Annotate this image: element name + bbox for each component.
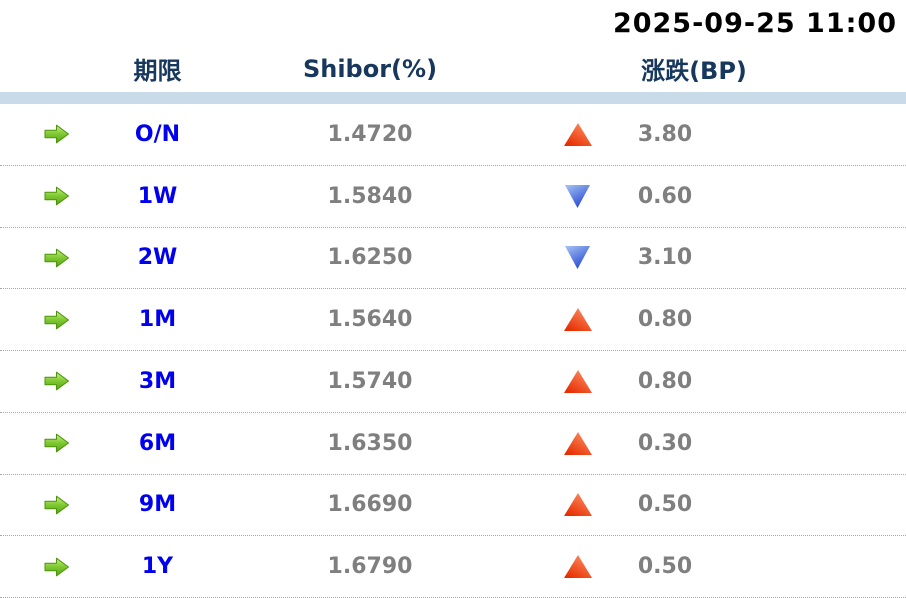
direction-cell	[525, 430, 630, 457]
term-link[interactable]: 2W	[137, 245, 178, 271]
table-body: O/N 1.4720 3.80 1W 1.5840	[0, 104, 906, 598]
col-header-shibor: Shibor(%)	[302, 54, 438, 83]
change-value: 0.80	[637, 307, 693, 333]
shibor-value: 1.6690	[327, 492, 413, 518]
term-cell: 1W	[100, 184, 215, 209]
table-row: 1Y 1.6790 0.50	[0, 536, 906, 598]
term-link[interactable]: 1W	[137, 183, 178, 209]
green-right-arrow-icon	[44, 372, 69, 391]
row-bullet-cell	[0, 431, 100, 455]
direction-cell	[525, 244, 630, 271]
table-row: O/N 1.4720 3.80	[0, 104, 906, 166]
term-link[interactable]: 3M	[138, 368, 177, 394]
direction-cell	[525, 121, 630, 148]
blue-down-triangle-icon	[565, 184, 590, 208]
row-bullet-cell	[0, 184, 100, 208]
change-value: 0.80	[637, 368, 693, 394]
shibor-value: 1.6790	[327, 554, 413, 580]
change-value: 0.50	[637, 554, 693, 580]
green-right-arrow-icon	[44, 186, 69, 206]
row-bullet-cell	[0, 493, 100, 517]
term-link[interactable]: 1M	[138, 307, 177, 333]
direction-cell	[525, 183, 630, 210]
shibor-value: 1.4720	[327, 121, 413, 147]
term-link[interactable]: 6M	[138, 430, 177, 456]
green-right-arrow-icon	[44, 125, 69, 144]
table-row: 1W 1.5840 0.60	[0, 166, 906, 228]
red-up-triangle-icon	[563, 555, 592, 579]
term-cell: 1M	[100, 307, 215, 332]
red-up-triangle-icon	[563, 369, 592, 393]
green-right-arrow-icon	[44, 557, 69, 576]
term-cell: 2W	[100, 245, 215, 270]
change-value: 3.80	[637, 121, 693, 147]
row-bullet-cell	[0, 369, 100, 393]
term-link[interactable]: 1Y	[141, 554, 174, 580]
table-row: 3M 1.5740 0.80	[0, 351, 906, 413]
term-cell: 9M	[100, 492, 215, 517]
direction-cell	[525, 306, 630, 333]
red-up-triangle-icon	[563, 493, 592, 517]
table-row: 1M 1.5640 0.80	[0, 289, 906, 351]
direction-cell	[525, 491, 630, 518]
term-cell: O/N	[100, 122, 215, 147]
shibor-value: 1.5640	[327, 307, 413, 333]
col-header-change: 涨跌(BP)	[641, 57, 747, 85]
row-bullet-cell	[0, 308, 100, 332]
shibor-value: 1.6350	[327, 430, 413, 456]
term-link[interactable]: 9M	[138, 492, 177, 518]
change-value: 0.30	[637, 430, 693, 456]
term-cell: 1Y	[100, 554, 215, 579]
direction-cell	[525, 553, 630, 580]
col-header-term: 期限	[133, 57, 182, 85]
timestamp: 2025-09-25 11:00	[612, 8, 897, 39]
table-row: 2W 1.6250 3.10	[0, 228, 906, 290]
change-value: 0.50	[637, 492, 693, 518]
shibor-value: 1.5840	[327, 183, 413, 209]
table-header: 期限 Shibor(%) 涨跌(BP)	[0, 45, 906, 92]
change-value: 0.60	[637, 183, 693, 209]
change-value: 3.10	[637, 245, 693, 271]
table-row: 6M 1.6350 0.30	[0, 413, 906, 475]
direction-cell	[525, 368, 630, 395]
green-right-arrow-icon	[44, 248, 69, 268]
green-right-arrow-icon	[44, 310, 69, 329]
shibor-value: 1.5740	[327, 368, 413, 394]
row-bullet-cell	[0, 555, 100, 579]
term-cell: 3M	[100, 369, 215, 394]
blue-down-triangle-icon	[565, 246, 590, 270]
term-cell: 6M	[100, 431, 215, 456]
row-bullet-cell	[0, 246, 100, 270]
header-divider	[0, 92, 906, 104]
red-up-triangle-icon	[563, 122, 592, 146]
term-link[interactable]: O/N	[134, 121, 181, 147]
green-right-arrow-icon	[44, 495, 69, 515]
shibor-value: 1.6250	[327, 245, 413, 271]
row-bullet-cell	[0, 122, 100, 146]
red-up-triangle-icon	[563, 431, 592, 455]
green-right-arrow-icon	[44, 433, 69, 453]
red-up-triangle-icon	[563, 308, 592, 332]
table-row: 9M 1.6690 0.50	[0, 475, 906, 537]
